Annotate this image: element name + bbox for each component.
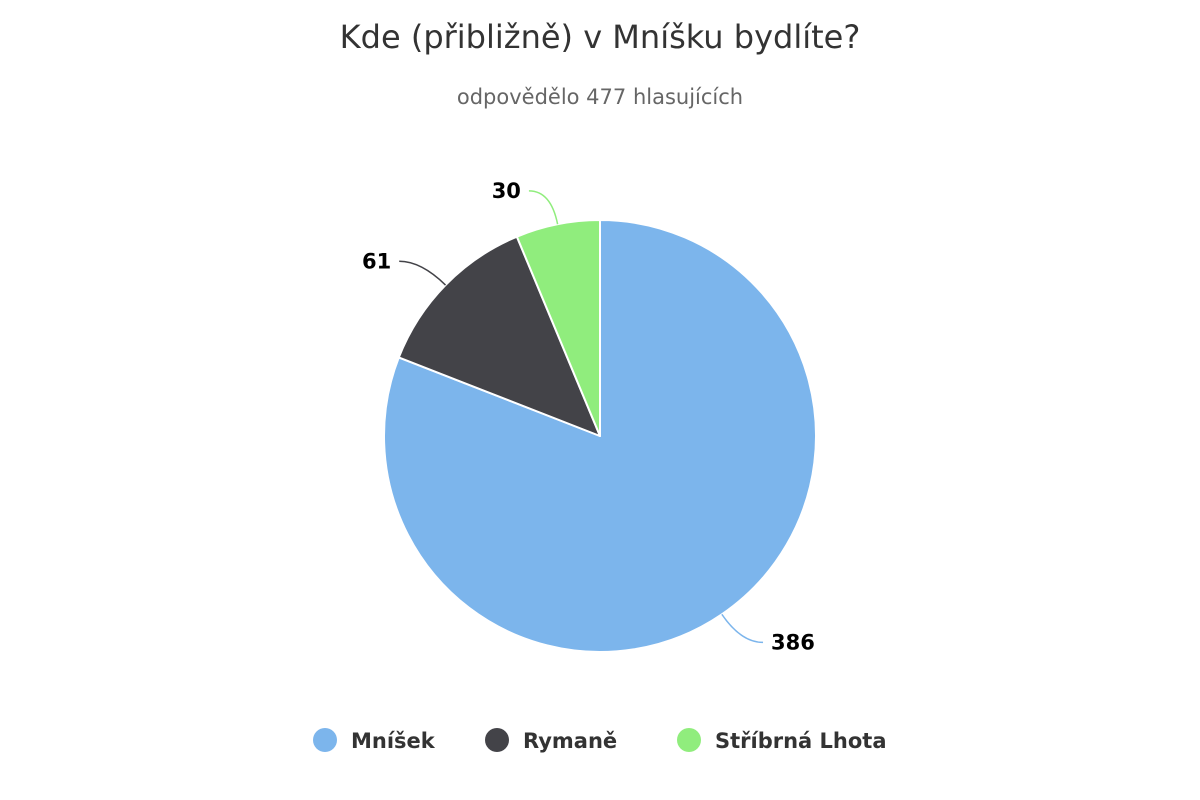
legend-label-rymane: Rymaně	[523, 729, 617, 753]
legend-marker-rymane	[485, 728, 509, 752]
legend-label-mnisek: Mníšek	[351, 729, 436, 753]
legend-item-stribrna-lhota[interactable]: Stříbrná Lhota	[677, 728, 887, 753]
pie-data-labels: 386 61 30	[362, 179, 815, 655]
legend-marker-stribrna-lhota	[677, 728, 701, 752]
pie-connectors	[399, 190, 764, 644]
legend-item-mnisek[interactable]: Mníšek	[313, 728, 436, 753]
connector-rymane	[399, 260, 447, 286]
connector-mnisek	[721, 613, 764, 644]
pie-slice-stribrna-lhota[interactable]	[515, 219, 601, 437]
data-label-rymane: 61	[362, 249, 391, 273]
legend-marker-mnisek	[313, 728, 337, 752]
pie-slice-rymane[interactable]	[397, 235, 601, 437]
legend-item-rymane[interactable]: Rymaně	[485, 728, 617, 753]
chart-title: Kde (přibližně) v Mníšku bydlíte?	[340, 18, 861, 56]
pie-slices	[383, 219, 817, 653]
legend-label-stribrna-lhota: Stříbrná Lhota	[715, 729, 887, 753]
connector-stribrna-lhota	[528, 190, 559, 225]
chart-subtitle: odpovědělo 477 hlasujících	[457, 85, 743, 109]
data-label-stribrna-lhota: 30	[492, 179, 521, 203]
data-label-mnisek: 386	[771, 630, 815, 654]
chart-legend: Mníšek Rymaně Stříbrná Lhota	[313, 728, 887, 753]
